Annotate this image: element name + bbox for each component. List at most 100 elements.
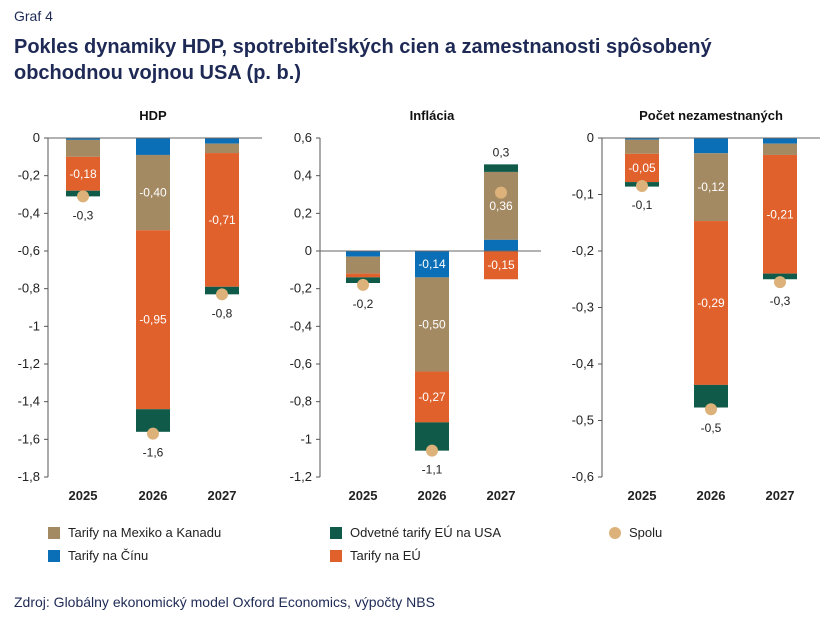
y-tick-label: 0 <box>305 243 312 258</box>
y-tick-label: -1,2 <box>290 469 312 484</box>
bar-segment-label: -0,95 <box>139 313 167 327</box>
bar-segment-cina <box>415 251 449 278</box>
total-label: -0,3 <box>73 208 94 222</box>
y-tick-label: -0,1 <box>572 187 594 202</box>
x-tick-label: 2025 <box>349 488 378 503</box>
source-note: Zdroj: Globálny ekonomický model Oxford … <box>14 594 435 610</box>
total-marker <box>77 190 89 203</box>
bar-segment-odvetne_eu <box>484 164 518 172</box>
bar-segment-cina <box>625 138 659 140</box>
bar-segment-label: -0,05 <box>628 161 656 175</box>
y-tick-label: -0,6 <box>572 469 594 484</box>
total-label: -0,3 <box>770 294 791 308</box>
total-label: -0,2 <box>353 297 374 311</box>
y-tick-label: -1,4 <box>18 394 40 409</box>
y-tick-label: -0,2 <box>572 243 594 258</box>
y-tick-label: -1 <box>28 318 40 333</box>
y-tick-label: -0,4 <box>18 205 40 220</box>
graph-number-label: Graf 4 <box>14 8 53 24</box>
y-tick-label: 0 <box>587 130 594 145</box>
x-tick-label: 2025 <box>628 488 657 503</box>
bar-segment-cina <box>205 138 239 144</box>
bar-segment-cina <box>346 251 380 257</box>
y-tick-label: -0,4 <box>572 356 594 371</box>
bar-segment-label: -0,50 <box>418 317 446 331</box>
x-tick-label: 2026 <box>697 488 726 503</box>
x-tick-label: 2027 <box>208 488 237 503</box>
y-tick-label: -0,2 <box>18 168 40 183</box>
bar-segment-cina <box>66 138 100 140</box>
bar-segment-odvetne_eu <box>694 384 728 408</box>
bar-segment-mexico_kanada <box>763 143 797 155</box>
bar-segment-label: -0,14 <box>418 257 446 271</box>
bar-segment-mexico_kanada <box>625 139 659 154</box>
y-tick-label: -1,8 <box>18 469 40 484</box>
bar-segment-cina <box>694 138 728 154</box>
bar-segment-cina <box>484 239 518 251</box>
total-marker <box>216 288 228 301</box>
total-label: -0,8 <box>212 306 233 320</box>
bar-segment-mexico_kanada <box>136 154 170 231</box>
bar-segment-eu <box>763 154 797 274</box>
y-tick-label: -0,6 <box>18 243 40 258</box>
total-marker <box>636 180 648 193</box>
y-tick-label: -0,8 <box>290 394 312 409</box>
bar-segment-label: -0,15 <box>487 258 515 272</box>
total-marker <box>357 278 369 291</box>
y-tick-label: 0,2 <box>294 205 312 220</box>
bar-segment-mexico_kanada <box>415 277 449 372</box>
panel-title: HDP <box>139 108 167 123</box>
bar-segment-eu <box>205 153 239 287</box>
total-label: 0,3 <box>493 145 510 159</box>
bar-segment-mexico_kanada <box>694 153 728 222</box>
bar-segment-eu <box>484 251 518 280</box>
y-tick-label: -0,4 <box>290 318 312 333</box>
total-label: -0,5 <box>701 421 722 435</box>
y-tick-label: 0,4 <box>294 168 312 183</box>
bar-segment-eu <box>346 273 380 278</box>
total-label: -1,1 <box>422 463 443 477</box>
panel-title: Inflácia <box>410 108 456 123</box>
x-tick-label: 2027 <box>766 488 795 503</box>
bar-segment-mexico_kanada <box>346 256 380 274</box>
y-tick-label: -1,2 <box>18 356 40 371</box>
total-label: -1,6 <box>143 446 164 460</box>
bar-segment-label: -0,12 <box>697 180 725 194</box>
bar-segment-label: 0,36 <box>489 199 513 213</box>
x-tick-label: 2026 <box>418 488 447 503</box>
bar-segment-eu <box>415 371 449 423</box>
total-marker <box>774 276 786 289</box>
panel-title: Počet nezamestnaných <box>639 108 783 123</box>
y-tick-label: -0,3 <box>572 300 594 315</box>
bar-segment-label: -0,29 <box>697 296 725 310</box>
bar-segment-mexico_kanada <box>205 143 239 154</box>
x-tick-label: 2027 <box>487 488 516 503</box>
bar-segment-cina <box>136 138 170 155</box>
y-tick-label: 0 <box>33 130 40 145</box>
y-tick-label: -0,5 <box>572 413 594 428</box>
bar-segment-label: -0,40 <box>139 186 167 200</box>
y-tick-label: 0,6 <box>294 130 312 145</box>
total-marker <box>426 444 438 457</box>
y-tick-label: -0,6 <box>290 356 312 371</box>
bar-segment-eu <box>694 221 728 385</box>
y-tick-label: -0,2 <box>290 281 312 296</box>
bar-segment-label: -0,21 <box>766 207 794 221</box>
bar-segment-label: -0,71 <box>208 213 236 227</box>
bar-segment-cina <box>763 138 797 144</box>
bar-segment-eu <box>66 156 100 191</box>
total-marker <box>495 186 507 199</box>
bar-segment-odvetne_eu <box>136 409 170 432</box>
total-marker <box>147 427 159 440</box>
bar-segment-label: -0,27 <box>418 390 446 404</box>
bar-segment-mexico_kanada <box>66 139 100 157</box>
x-tick-label: 2026 <box>139 488 168 503</box>
chart-title: Pokles dynamiky HDP, spotrebiteľských ci… <box>14 36 712 84</box>
x-tick-label: 2025 <box>69 488 98 503</box>
total-label: -0,1 <box>632 198 653 212</box>
total-marker <box>705 403 717 416</box>
bar-segment-mexico_kanada <box>484 171 518 240</box>
y-tick-label: -1 <box>300 431 312 446</box>
y-tick-label: -1,6 <box>18 431 40 446</box>
